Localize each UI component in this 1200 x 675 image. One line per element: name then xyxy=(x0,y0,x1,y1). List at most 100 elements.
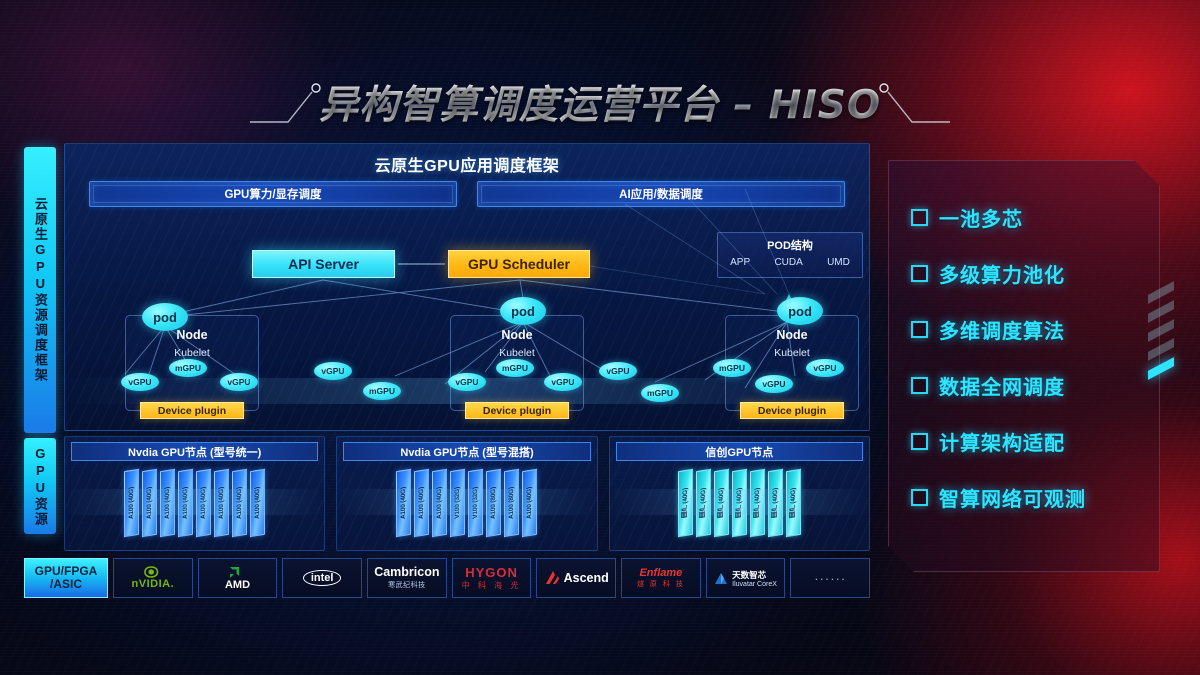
chip-vgpu-2a[interactable]: vGPU xyxy=(448,373,486,391)
vendor-iluvatar-label: 天数智芯 xyxy=(732,569,767,580)
feature-item-5-label: 计算架构适配 xyxy=(939,432,1065,455)
gpu-scheduler-box[interactable]: GPU Scheduler xyxy=(448,250,590,278)
feature-item-1[interactable]: 一池多芯 xyxy=(911,189,1159,245)
nvidia-eye-icon xyxy=(144,566,159,578)
pill-gpu-compute[interactable]: GPU算力/显存调度 xyxy=(89,181,457,207)
gpu-card: A100 (40G) xyxy=(160,468,176,538)
pod-structure-item-cuda: CUDA xyxy=(774,257,803,268)
vendor-ascend[interactable]: Ascend xyxy=(536,558,617,598)
feature-item-4-label: 数据全网调度 xyxy=(939,376,1065,399)
device-plugin-2[interactable]: Device plugin xyxy=(465,402,569,419)
checkbox-icon xyxy=(911,377,928,394)
gpu-group-3-cards: 国产 (40G) 国产 (40G) 国产 (40G) 国产 (40G) 国产 (… xyxy=(610,468,869,540)
gpu-card-label: A100 (40G) xyxy=(526,486,534,520)
feature-item-3[interactable]: 多维调度算法 xyxy=(911,301,1159,357)
vendor-iluvatar-sub: Iluvatar CoreX xyxy=(732,580,777,588)
vendor-hygon[interactable]: HYGON 中 科 海 光 xyxy=(451,558,532,598)
checkbox-icon xyxy=(911,265,928,282)
gpu-card: A100 (40G) xyxy=(178,468,194,538)
api-server-box[interactable]: API Server xyxy=(252,250,395,278)
chip-vgpu-mid-2[interactable]: vGPU xyxy=(599,362,637,380)
vendor-enflame-sub: 燧 原 科 技 xyxy=(636,581,685,588)
pod-2[interactable]: pod xyxy=(500,297,546,325)
gpu-card-label: A100 (40G) xyxy=(418,486,426,520)
vendor-label-line1: GPU/FPGA xyxy=(34,564,98,579)
vendor-cambricon[interactable]: Cambricon 寒武纪科技 xyxy=(367,558,447,598)
sidebar-tab-framework-label: 云原生GPU资源调度框架 xyxy=(32,197,48,383)
pod-structure-title: POD结构 xyxy=(767,240,813,252)
chip-vgpu-1c[interactable]: vGPU xyxy=(220,373,258,391)
gpu-card: A100 (40G) xyxy=(232,468,248,538)
chip-mgpu-mid-1[interactable]: mGPU xyxy=(363,382,401,400)
feature-item-4[interactable]: 数据全网调度 xyxy=(911,357,1159,413)
chip-vgpu-3c[interactable]: vGPU xyxy=(806,359,844,377)
chip-mgpu-2c[interactable]: vGPU xyxy=(544,373,582,391)
ascend-mark-icon xyxy=(545,571,559,584)
title-decoration-right xyxy=(830,72,950,132)
feature-item-3-label: 多维调度算法 xyxy=(939,320,1065,343)
pod-structure-item-app: APP xyxy=(730,257,751,268)
gpu-group-2-cards: A100 (40G) A100 (40G) A100 (40G) V100 (3… xyxy=(337,468,596,540)
gpu-card: 国产 (40G) xyxy=(767,468,783,538)
vendor-more[interactable]: ······ xyxy=(790,558,871,598)
gpu-card: V100 (32G) xyxy=(468,468,484,538)
gpu-group-1-header: Nvdia GPU节点 (型号统一) xyxy=(71,442,319,461)
gpu-card-label: A100 (40G) xyxy=(218,486,226,520)
feature-item-6[interactable]: 智算网络可观测 xyxy=(911,469,1159,525)
chip-mgpu-1b[interactable]: mGPU xyxy=(169,359,207,377)
pod-structure-box: POD结构 APP CUDA UMD xyxy=(717,232,863,278)
checkbox-icon xyxy=(911,489,928,506)
chip-vgpu-1a[interactable]: vGPU xyxy=(121,373,159,391)
framework-title: 云原生GPU应用调度框架 xyxy=(374,158,560,175)
gpu-card: A100 (40G) xyxy=(432,468,448,538)
sidebar-tab-framework: 云原生GPU资源调度框架 xyxy=(24,147,56,433)
vendor-intel[interactable]: intel xyxy=(282,558,363,598)
kubelet-label-3: Kubelet xyxy=(774,347,810,359)
gpu-card-label: A100 (40G) xyxy=(200,486,208,520)
gpu-resource-row: Nvdia GPU节点 (型号统一) A100 (40G) A100 (40G)… xyxy=(64,436,870,551)
pill-ai-app[interactable]: AI应用/数据调度 xyxy=(477,181,845,207)
gpu-group-2: Nvdia GPU节点 (型号混搭) A100 (40G) A100 (40G)… xyxy=(336,436,598,551)
gpu-card: A100 (40G) xyxy=(396,468,412,538)
chip-mgpu-2b[interactable]: mGPU xyxy=(496,359,534,377)
vendor-logo-row: GPU/FPGA /ASIC nVIDIA. AMD intel Cambric… xyxy=(24,558,871,598)
feature-item-6-label: 智算网络可观测 xyxy=(939,488,1086,511)
pod-1[interactable]: pod xyxy=(142,303,188,331)
vendor-enflame[interactable]: Enflame 燧 原 科 技 xyxy=(621,558,701,598)
gpu-card-label: A100 (80G) xyxy=(490,486,498,520)
decorative-stripes xyxy=(1148,281,1174,407)
vendor-amd[interactable]: AMD xyxy=(197,558,278,598)
gpu-card: 国产 (40G) xyxy=(731,468,747,538)
device-plugin-1[interactable]: Device plugin xyxy=(140,402,244,419)
gpu-card-label: A100 (40G) xyxy=(182,486,190,520)
gpu-card-label: A100 (80G) xyxy=(508,486,516,520)
framework-pill-row: GPU算力/显存调度 AI应用/数据调度 xyxy=(65,181,869,207)
vendor-amd-label: AMD xyxy=(224,578,251,591)
vendor-nvidia[interactable]: nVIDIA. xyxy=(113,558,193,598)
gpu-card-label: 国产 (40G) xyxy=(753,487,761,519)
vendor-hygon-sub: 中 科 海 光 xyxy=(461,581,522,590)
vendor-iluvatar[interactable]: 天数智芯 Iluvatar CoreX xyxy=(705,558,786,598)
gpu-card-label: 国产 (40G) xyxy=(681,487,689,519)
title-decoration-left xyxy=(250,72,370,132)
feature-item-2[interactable]: 多级算力池化 xyxy=(911,245,1159,301)
gpu-card: A100 (40G) xyxy=(414,468,430,538)
chip-vgpu-mid-1[interactable]: vGPU xyxy=(314,362,352,380)
gpu-card: A100 (40G) xyxy=(196,468,212,538)
node-group-3: Node Kubelet pod mGPU vGPU vGPU Device p… xyxy=(695,297,869,419)
gpu-card-label: A100 (40G) xyxy=(436,486,444,520)
node-group-2: Node Kubelet pod vGPU mGPU vGPU Device p… xyxy=(420,297,620,419)
feature-item-5[interactable]: 计算架构适配 xyxy=(911,413,1159,469)
device-plugin-3[interactable]: Device plugin xyxy=(740,402,844,419)
gpu-card: 国产 (40G) xyxy=(749,468,765,538)
vendor-more-label: ······ xyxy=(814,570,847,586)
chip-vgpu-3b[interactable]: vGPU xyxy=(755,375,793,393)
chip-mgpu-3a[interactable]: mGPU xyxy=(713,359,751,377)
feature-panel: 一池多芯 多级算力池化 多维调度算法 数据全网调度 计算架构适配 智算网络可观测 xyxy=(888,160,1160,572)
gpu-card: A100 (40G) xyxy=(142,468,158,538)
chip-mgpu-mid-2[interactable]: mGPU xyxy=(641,384,679,402)
vendor-ascend-label: Ascend xyxy=(563,571,609,585)
pod-3[interactable]: pod xyxy=(777,297,823,325)
arrow-down-icon-2 xyxy=(459,436,471,437)
gpu-card-label: A100 (40G) xyxy=(164,486,172,520)
